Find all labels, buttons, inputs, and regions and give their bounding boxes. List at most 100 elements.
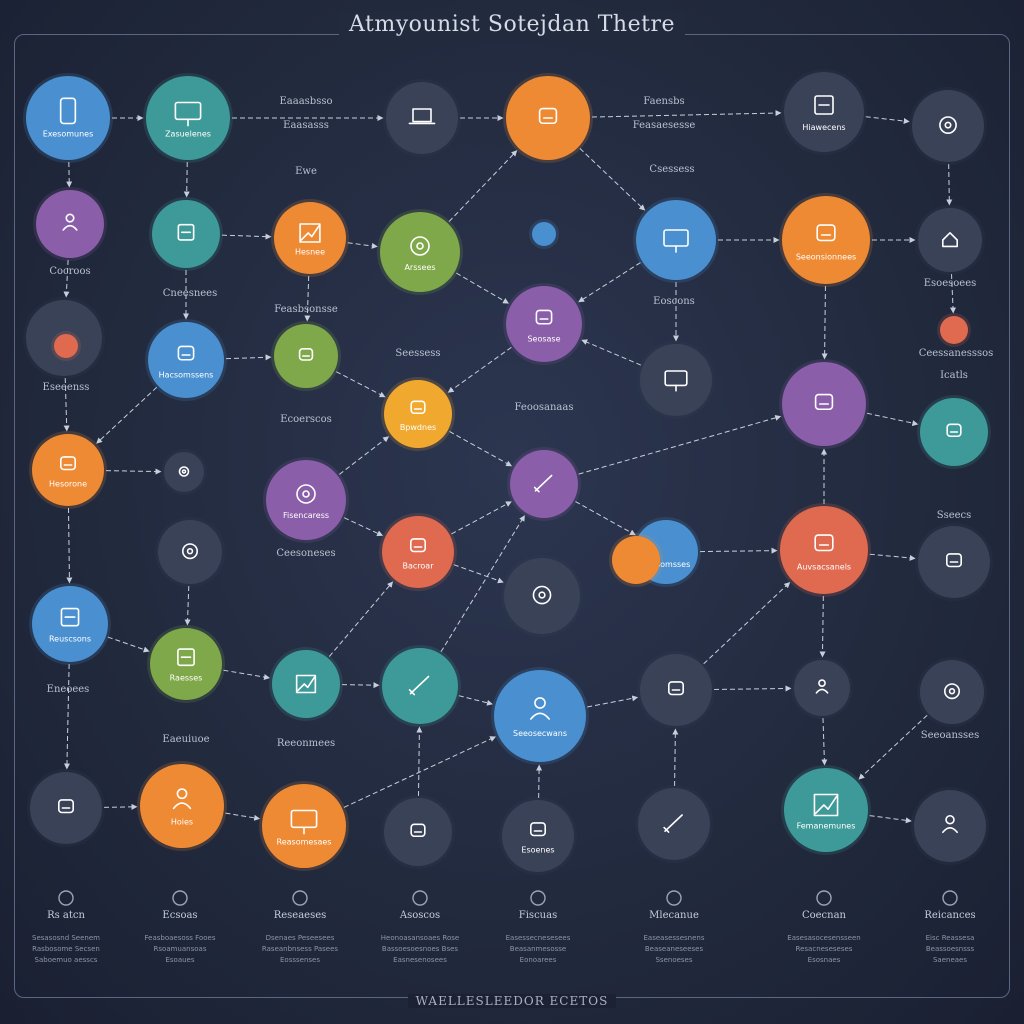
edge-n38-n39 [341, 682, 380, 689]
network-icon [538, 107, 558, 125]
edge-n30-n32 [699, 547, 778, 554]
edge-n47-n39 [416, 726, 423, 797]
node-n40[interactable]: Seeosecwans [491, 667, 589, 765]
edge-n43-n50 [858, 714, 928, 780]
diagram-title: Atmyounist Sotejdan Thetre [0, 12, 1024, 37]
node-n25[interactable] [917, 395, 991, 469]
node-circle [150, 628, 222, 700]
node-n31[interactable] [609, 533, 663, 587]
node-n1[interactable]: Exesomunes [23, 73, 113, 163]
robot-head-icon [942, 814, 958, 834]
edge-n21-n17 [581, 339, 642, 366]
node-n14[interactable] [915, 205, 985, 275]
node-n43[interactable] [917, 657, 987, 727]
node-n17[interactable]: Seosase [503, 283, 585, 365]
bulb-icon [172, 890, 188, 906]
node-circle [26, 76, 110, 160]
edge-n14-n18 [950, 273, 956, 314]
edge-n8-n9 [221, 233, 272, 240]
node-n20[interactable] [271, 321, 341, 391]
node-label: Femanemunes [797, 822, 856, 831]
bottom-item: Reseaeses Dsenaes Peseesees Raseanbnsess P… [262, 890, 338, 964]
node-n11[interactable] [529, 219, 559, 249]
node-n18[interactable] [937, 313, 971, 347]
node-n37[interactable]: Raesses [147, 625, 225, 703]
float-label-f7: Cocroos [49, 266, 90, 277]
node-n46[interactable]: Reasomesaes [259, 781, 349, 871]
float-label-f13: Seessess [395, 348, 440, 359]
node-circle [262, 784, 346, 868]
node-n5[interactable]: Hiawecens [781, 69, 867, 155]
node-n49[interactable] [635, 785, 713, 863]
floating-label-layer: Eaaasbsso Eaasasss Faensbs Feasaesesse Ewe Cs… [43, 96, 994, 749]
edge-n23-n25 [866, 412, 919, 426]
node-n44[interactable] [27, 769, 105, 847]
node-circle [32, 586, 108, 662]
node-n7[interactable] [33, 187, 107, 261]
node-n24[interactable] [507, 447, 581, 521]
node-n45[interactable]: Hoies [137, 761, 227, 851]
bottom-item-line: Easessecnesesees [506, 934, 571, 942]
house-icon [942, 232, 958, 248]
node-layer: Exesomunes Zasuelenes Hiawecens Hesnee Arsse… [23, 69, 993, 875]
node-n6[interactable] [909, 87, 987, 165]
edge-n9-n20 [304, 275, 311, 322]
node-circle [36, 190, 104, 258]
node-label: Hesnee [295, 248, 325, 257]
node-n28[interactable]: Fisencaress [263, 457, 349, 543]
edge-n26-n27 [105, 468, 162, 475]
node-label: Raesses [170, 674, 203, 683]
bulb-icon [942, 890, 958, 906]
node-n29[interactable]: Bacroar [379, 513, 457, 591]
node-n50[interactable]: Femanemunes [781, 765, 871, 855]
node-n42[interactable] [791, 657, 853, 719]
node-circle [794, 660, 850, 716]
face-icon [815, 679, 829, 694]
node-n9[interactable]: Hesnee [271, 199, 349, 277]
node-n19[interactable]: Hacsomssens [145, 319, 227, 401]
bottom-item-line: Eisc Reassesa [926, 934, 975, 942]
node-n27[interactable] [161, 449, 207, 495]
node-n38[interactable] [269, 647, 343, 721]
bottom-item-line: Feasboaesoss Fooes [145, 934, 216, 942]
node-n3[interactable] [383, 79, 461, 157]
node-n47[interactable] [381, 795, 455, 869]
float-label-f9: Feasbsonsse [274, 304, 338, 315]
node-n21[interactable] [637, 341, 715, 419]
bottom-item-line: Easnesenosees [393, 956, 447, 964]
tools-icon [663, 814, 683, 833]
node-label: Reasomesaes [277, 838, 332, 847]
node-n4[interactable] [503, 73, 593, 163]
node-n39[interactable] [379, 645, 461, 727]
node-n8[interactable] [149, 197, 223, 271]
node-n36[interactable] [915, 523, 993, 601]
node-n33[interactable] [155, 517, 225, 587]
node-n10[interactable]: Arssees [377, 209, 463, 295]
screen-icon [663, 229, 689, 253]
node-circle [912, 90, 984, 162]
node-circle [636, 200, 716, 280]
node-label: Bpwdnes [400, 423, 436, 432]
edge-n6-n14 [946, 163, 953, 206]
node-n12[interactable] [633, 197, 719, 283]
node-n13[interactable]: Seeonsionnees [779, 193, 873, 287]
edge-n22-n24 [449, 431, 513, 467]
bottom-item-line: Dsenaes Peseesees [266, 934, 335, 942]
bottom-item-line: Saeneaes [933, 956, 967, 964]
node-n23[interactable] [779, 359, 869, 449]
node-n16[interactable] [51, 331, 81, 361]
node-n35[interactable]: Reuscsons [29, 583, 111, 665]
node-n26[interactable]: Hesorone [29, 431, 107, 509]
node-n34[interactable] [501, 555, 583, 637]
node-n41[interactable] [637, 651, 715, 729]
node-n32[interactable]: Auvsacsanels [777, 503, 871, 597]
node-n22[interactable]: Bpwdnes [381, 377, 455, 451]
node-n2[interactable]: Zasuelenes [143, 73, 233, 163]
document-icon [814, 95, 834, 115]
node-label: Hacsomssens [159, 370, 214, 379]
node-circle [532, 222, 556, 246]
edge-n40-n41 [587, 695, 639, 708]
node-n51[interactable] [911, 787, 989, 865]
float-label-f20: Eneoees [47, 684, 90, 695]
node-n48[interactable]: Esoenes [499, 797, 577, 875]
